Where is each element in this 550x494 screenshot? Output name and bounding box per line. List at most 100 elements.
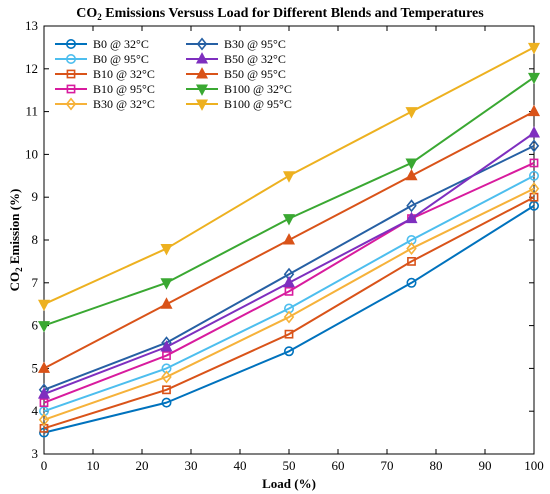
- legend-label: B100 @ 32°C: [224, 82, 292, 96]
- series-8: [37, 72, 541, 333]
- series-line: [43, 144, 535, 391]
- data-point: [527, 104, 541, 117]
- x-tick-label: 90: [479, 458, 492, 473]
- data-point: [37, 321, 51, 333]
- data-point: [161, 370, 172, 384]
- legend-label: B50 @ 32°C: [224, 52, 286, 66]
- legend-marker: [195, 67, 209, 79]
- y-tick-label: 13: [25, 18, 38, 33]
- legend-item: B10 @ 32°C: [55, 67, 155, 81]
- data-point: [405, 168, 418, 181]
- legend-marker: [66, 53, 77, 64]
- x-tick-label: 80: [430, 458, 443, 473]
- data-point: [38, 413, 50, 427]
- data-point: [527, 126, 541, 138]
- series-line: [43, 174, 535, 413]
- x-tick-label: 60: [332, 458, 345, 473]
- data-point: [282, 171, 296, 183]
- legend-marker: [65, 97, 77, 111]
- legend-marker: [66, 38, 77, 49]
- series-line: [43, 196, 535, 430]
- legend-marker: [195, 84, 209, 96]
- data-point: [282, 275, 296, 288]
- data-point: [39, 398, 49, 408]
- series-7: [37, 104, 541, 373]
- data-point: [283, 346, 294, 357]
- legend-marker: [195, 52, 209, 64]
- x-tick-label: 20: [136, 458, 149, 473]
- data-point: [160, 278, 173, 290]
- y-tick-label: 4: [32, 403, 39, 418]
- legend-item: B100 @ 95°C: [186, 97, 292, 111]
- y-tick-label: 9: [32, 189, 39, 204]
- x-tick-label: 70: [381, 458, 394, 473]
- series-line: [43, 187, 535, 421]
- y-tick-label: 11: [25, 104, 38, 119]
- legend-marker: [66, 69, 76, 79]
- legend-item: B30 @ 95°C: [186, 37, 286, 51]
- y-axis-label: CO2 Emission (%): [7, 189, 24, 292]
- data-point: [282, 233, 296, 245]
- legend-item: B10 @ 95°C: [55, 82, 155, 96]
- x-axis-label: Load (%): [262, 476, 316, 491]
- data-point: [160, 340, 173, 352]
- x-tick-label: 40: [234, 458, 247, 473]
- data-point: [284, 286, 294, 296]
- legend-item: B0 @ 95°C: [55, 52, 149, 66]
- series-6: [37, 126, 541, 399]
- data-point: [282, 214, 296, 226]
- legend-item: B30 @ 32°C: [55, 97, 155, 111]
- y-tick-label: 12: [25, 61, 38, 76]
- legend-marker: [66, 84, 76, 94]
- data-point: [405, 107, 418, 119]
- data-point: [529, 158, 539, 168]
- series-1: [38, 170, 539, 417]
- data-point: [406, 277, 417, 288]
- y-tick-label: 6: [32, 318, 39, 333]
- series-line: [43, 204, 535, 434]
- legend-label: B100 @ 95°C: [224, 97, 292, 111]
- y-tick-label: 7: [32, 275, 39, 290]
- data-point: [37, 361, 51, 373]
- data-point: [160, 244, 173, 256]
- data-point: [162, 351, 171, 360]
- legend-label: B30 @ 32°C: [93, 97, 155, 111]
- legend-marker: [195, 99, 209, 111]
- data-point: [405, 158, 418, 170]
- data-point: [284, 329, 294, 339]
- x-tick-label: 30: [185, 458, 198, 473]
- series-4: [38, 182, 540, 427]
- legend-item: B50 @ 32°C: [186, 52, 286, 66]
- legend-label: B10 @ 32°C: [93, 67, 155, 81]
- data-point: [406, 199, 417, 213]
- data-point: [528, 139, 540, 153]
- data-point: [528, 182, 540, 196]
- data-point: [160, 297, 173, 309]
- legend-label: B50 @ 95°C: [224, 67, 286, 81]
- series-layer: [37, 42, 541, 438]
- data-point: [528, 170, 539, 181]
- data-point: [527, 42, 541, 55]
- series-2: [39, 192, 539, 433]
- legend-item: B100 @ 32°C: [186, 82, 292, 96]
- data-point: [37, 387, 51, 399]
- legend-item: B0 @ 32°C: [55, 37, 149, 51]
- data-point: [405, 211, 418, 224]
- legend-marker: [196, 37, 208, 51]
- y-tick-label: 8: [32, 232, 39, 247]
- x-tick-label: 0: [41, 458, 48, 473]
- x-tick-label: 50: [283, 458, 296, 473]
- y-tick-label: 10: [25, 146, 38, 161]
- legend-item: B50 @ 95°C: [186, 67, 286, 81]
- data-point: [162, 385, 171, 395]
- data-point: [527, 72, 541, 85]
- data-point: [406, 242, 417, 256]
- data-point: [161, 397, 172, 408]
- x-tick-label: 100: [524, 458, 544, 473]
- data-point: [37, 299, 51, 312]
- x-tick-label: 10: [87, 458, 100, 473]
- y-tick-label: 5: [32, 360, 39, 375]
- series-9: [37, 42, 541, 312]
